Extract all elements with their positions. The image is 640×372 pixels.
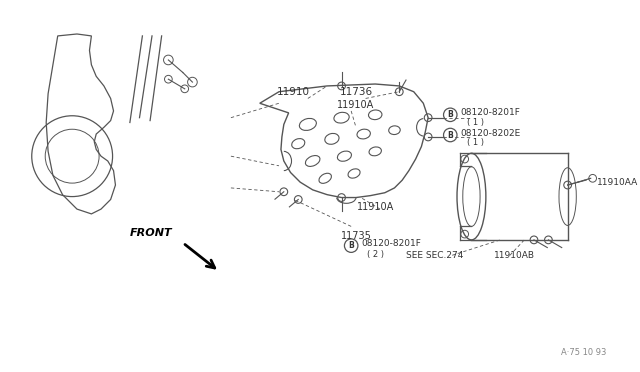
Text: 11910A: 11910A — [356, 202, 394, 212]
Text: 08120-8201F: 08120-8201F — [460, 108, 520, 118]
Text: ( 2 ): ( 2 ) — [367, 250, 383, 259]
Text: ( 1 ): ( 1 ) — [467, 138, 484, 147]
Text: 11910AB: 11910AB — [494, 251, 535, 260]
Text: B: B — [348, 241, 354, 250]
Text: 08120-8202E: 08120-8202E — [460, 129, 520, 138]
Text: SEE SEC.274: SEE SEC.274 — [406, 251, 463, 260]
Text: 11910A: 11910A — [337, 100, 374, 110]
Text: B: B — [447, 131, 453, 140]
Text: 11910AA: 11910AA — [596, 178, 637, 187]
Text: FRONT: FRONT — [130, 228, 173, 238]
Text: 08120-8201F: 08120-8201F — [362, 239, 422, 248]
Text: 11736: 11736 — [339, 87, 372, 97]
Text: 11735: 11735 — [340, 231, 371, 241]
Text: A·75 10 93: A·75 10 93 — [561, 348, 606, 357]
Text: B: B — [447, 110, 453, 119]
Text: 11910: 11910 — [277, 87, 310, 97]
Text: ( 1 ): ( 1 ) — [467, 118, 484, 127]
